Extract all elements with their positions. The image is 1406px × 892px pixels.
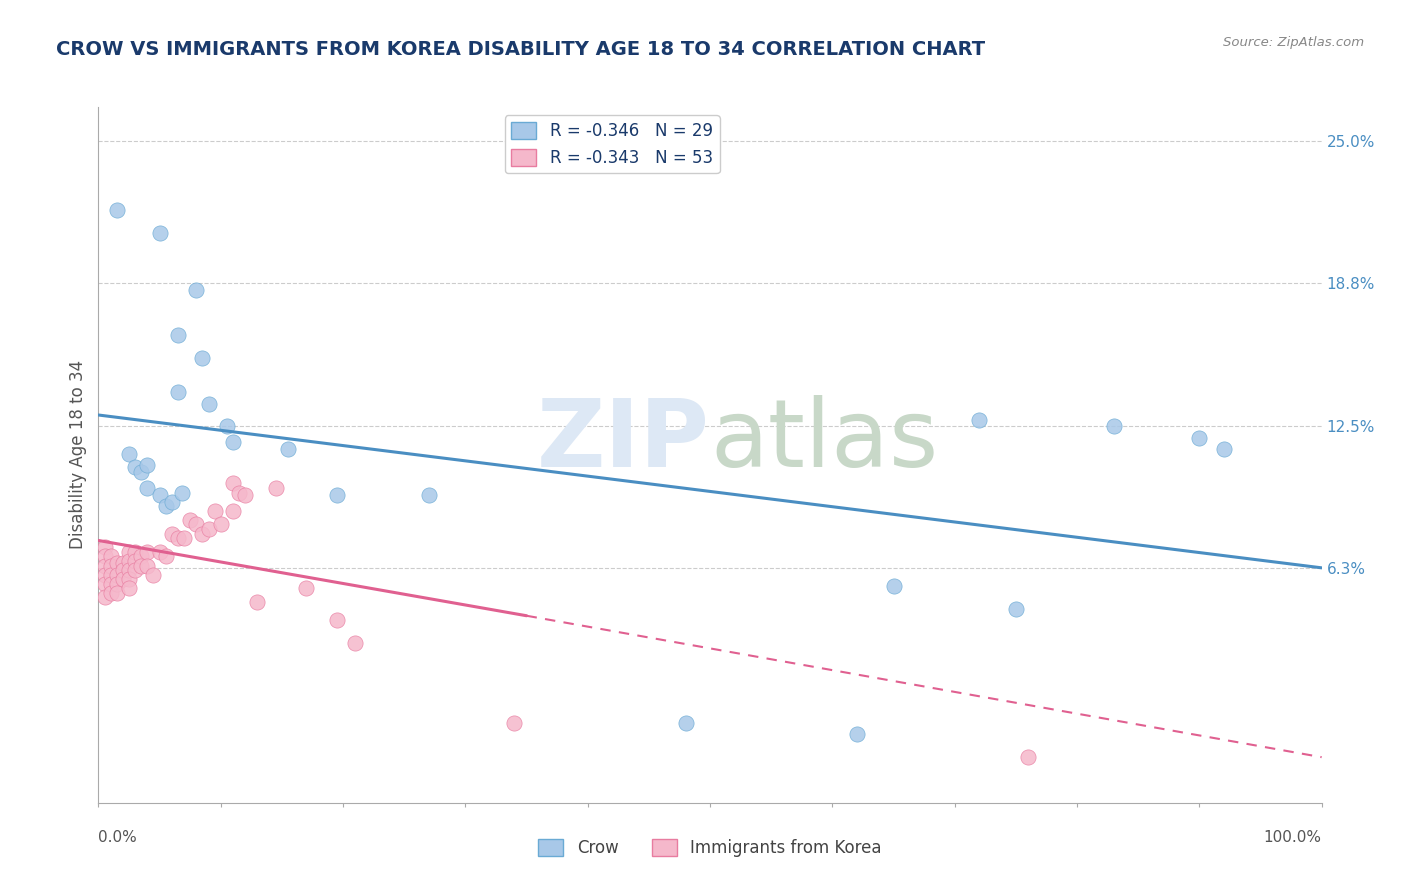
Point: [136, 545, 159, 559]
Point: [93, 576, 115, 591]
Point: [191, 526, 214, 541]
Point: [167, 385, 190, 400]
Point: [118, 582, 141, 596]
Point: [93, 591, 115, 605]
Point: [222, 476, 245, 491]
Point: [100, 586, 122, 600]
Point: [136, 458, 159, 473]
Point: [100, 549, 122, 564]
Point: [118, 563, 141, 577]
Point: [1102, 419, 1125, 434]
Point: [1212, 442, 1234, 457]
Point: [124, 563, 146, 577]
Point: [197, 522, 219, 536]
Point: [105, 586, 128, 600]
Y-axis label: Disability Age 18 to 34: Disability Age 18 to 34: [69, 360, 87, 549]
Point: [124, 460, 146, 475]
Point: [191, 351, 214, 365]
Point: [111, 572, 134, 586]
Point: [295, 582, 318, 596]
Point: [179, 513, 201, 527]
Point: [1004, 602, 1026, 616]
Point: [186, 517, 208, 532]
Point: [967, 412, 990, 426]
Point: [100, 558, 122, 573]
Point: [149, 226, 172, 240]
Point: [136, 558, 159, 573]
Point: [142, 567, 165, 582]
Point: [173, 531, 195, 545]
Point: [222, 504, 245, 518]
Point: [160, 494, 183, 508]
Point: [277, 442, 299, 457]
Point: [167, 328, 190, 343]
Point: [124, 545, 146, 559]
Point: [186, 283, 208, 297]
Point: [209, 517, 232, 532]
Text: ZIP: ZIP: [537, 395, 710, 487]
Point: [105, 556, 128, 570]
Point: [149, 488, 172, 502]
Point: [129, 558, 152, 573]
Point: [155, 549, 177, 564]
Point: [136, 481, 159, 495]
Point: [197, 396, 219, 410]
Point: [118, 572, 141, 586]
Point: [883, 579, 905, 593]
Point: [204, 504, 226, 518]
Point: [105, 202, 128, 217]
Point: [326, 488, 349, 502]
Point: [93, 549, 115, 564]
Point: [1017, 750, 1039, 764]
Text: atlas: atlas: [710, 395, 938, 487]
Point: [100, 576, 122, 591]
Point: [344, 636, 367, 650]
Point: [167, 531, 190, 545]
Point: [118, 554, 141, 568]
Point: [93, 558, 115, 573]
Point: [149, 545, 172, 559]
Point: [845, 727, 868, 741]
Point: [118, 545, 141, 559]
Point: [93, 567, 115, 582]
Point: [118, 447, 141, 461]
Text: 100.0%: 100.0%: [1264, 830, 1322, 846]
Point: [222, 435, 245, 450]
Point: [93, 541, 115, 555]
Legend: Crow, Immigrants from Korea: Crow, Immigrants from Korea: [531, 832, 889, 864]
Point: [160, 526, 183, 541]
Point: [105, 576, 128, 591]
Point: [105, 567, 128, 582]
Point: [503, 715, 526, 730]
Point: [246, 595, 269, 609]
Point: [233, 488, 256, 502]
Point: [228, 485, 250, 500]
Point: [129, 465, 152, 479]
Point: [326, 613, 349, 627]
Point: [100, 567, 122, 582]
Point: [215, 419, 238, 434]
Point: [111, 563, 134, 577]
Point: [170, 485, 193, 500]
Point: [264, 481, 287, 495]
Point: [129, 549, 152, 564]
Point: [124, 554, 146, 568]
Text: CROW VS IMMIGRANTS FROM KOREA DISABILITY AGE 18 TO 34 CORRELATION CHART: CROW VS IMMIGRANTS FROM KOREA DISABILITY…: [56, 40, 986, 59]
Text: 0.0%: 0.0%: [98, 830, 138, 846]
Point: [111, 556, 134, 570]
Point: [418, 488, 440, 502]
Text: Source: ZipAtlas.com: Source: ZipAtlas.com: [1223, 36, 1364, 49]
Point: [1188, 431, 1211, 445]
Point: [155, 500, 177, 514]
Point: [675, 715, 697, 730]
